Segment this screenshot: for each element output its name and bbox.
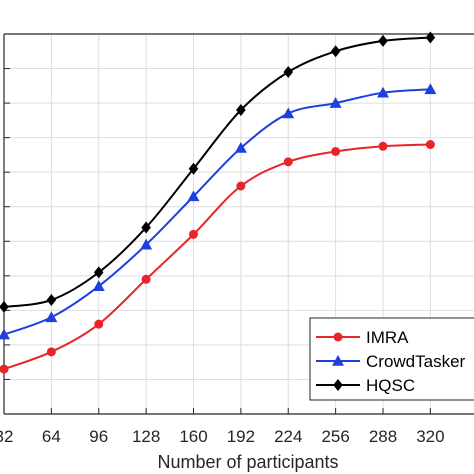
data-point-imra <box>0 364 9 374</box>
x-tick-label: 160 <box>179 427 207 446</box>
x-tick-label: 64 <box>42 427 61 446</box>
data-point-imra <box>283 157 293 167</box>
data-point-hqsc <box>236 104 246 116</box>
x-axis-label: Number of participants <box>157 452 338 472</box>
series-crowdtasker <box>0 83 437 340</box>
data-point-crowdtasker <box>424 83 437 95</box>
data-point-crowdtasker <box>282 107 295 119</box>
data-point-crowdtasker <box>92 280 105 291</box>
x-tick-label: 96 <box>89 427 108 446</box>
data-point-crowdtasker <box>329 97 342 108</box>
data-point-hqsc <box>0 300 9 313</box>
x-tick-label: 32 <box>0 427 13 446</box>
legend-label-imra: IMRA <box>366 328 409 347</box>
legend-label-hqsc: HQSC <box>366 376 415 395</box>
data-point-imra <box>331 146 341 156</box>
data-point-crowdtasker <box>187 190 200 202</box>
series-line-crowdtasker <box>3 88 431 336</box>
legend-entry-crowdtasker: CrowdTasker <box>316 352 466 371</box>
data-point-hqsc <box>425 31 436 44</box>
series-imra <box>0 140 435 374</box>
legend-entry-hqsc: HQSC <box>316 376 415 395</box>
data-point-crowdtasker <box>0 328 10 340</box>
x-tick-label: 256 <box>321 427 349 446</box>
axes-layer <box>3 33 474 415</box>
data-point-hqsc <box>378 34 388 47</box>
data-point-hqsc <box>283 66 294 78</box>
data-point-imra <box>378 141 388 151</box>
series-layer <box>0 31 437 374</box>
data-point-imra <box>94 319 104 329</box>
x-tick-label: 224 <box>274 427 302 446</box>
data-point-imra <box>141 274 151 284</box>
data-point-crowdtasker <box>140 238 153 250</box>
data-point-imra <box>425 140 435 150</box>
data-point-hqsc <box>188 162 199 175</box>
legend-marker-hqsc <box>333 379 343 391</box>
x-tick-label: 320 <box>416 427 444 446</box>
data-point-imra <box>46 347 56 357</box>
data-point-crowdtasker <box>377 86 389 98</box>
tick-labels: 32 64 96 128 160 192 224 256 288 320 <box>0 427 445 446</box>
legend-marker-imra <box>333 332 343 342</box>
x-tick-label: 128 <box>132 427 160 446</box>
data-point-hqsc <box>330 45 341 58</box>
data-point-hqsc <box>141 221 151 234</box>
series-hqsc <box>0 31 436 313</box>
data-point-crowdtasker <box>45 311 58 323</box>
x-tick-label: 192 <box>227 427 255 446</box>
series-line-hqsc <box>3 36 431 308</box>
data-point-crowdtasker <box>234 142 247 153</box>
data-point-hqsc <box>93 266 104 279</box>
data-point-imra <box>189 229 198 239</box>
legend-marker-crowdtasker <box>332 355 344 366</box>
series-line-imra <box>3 143 431 371</box>
x-tick-label: 288 <box>369 427 397 446</box>
legend-entry-imra: IMRA <box>316 328 409 347</box>
data-point-imra <box>236 181 246 191</box>
data-point-hqsc <box>46 294 57 306</box>
legend: IMRA CrowdTasker HQSC <box>309 317 474 401</box>
legend-label-crowdtasker: CrowdTasker <box>366 352 466 371</box>
